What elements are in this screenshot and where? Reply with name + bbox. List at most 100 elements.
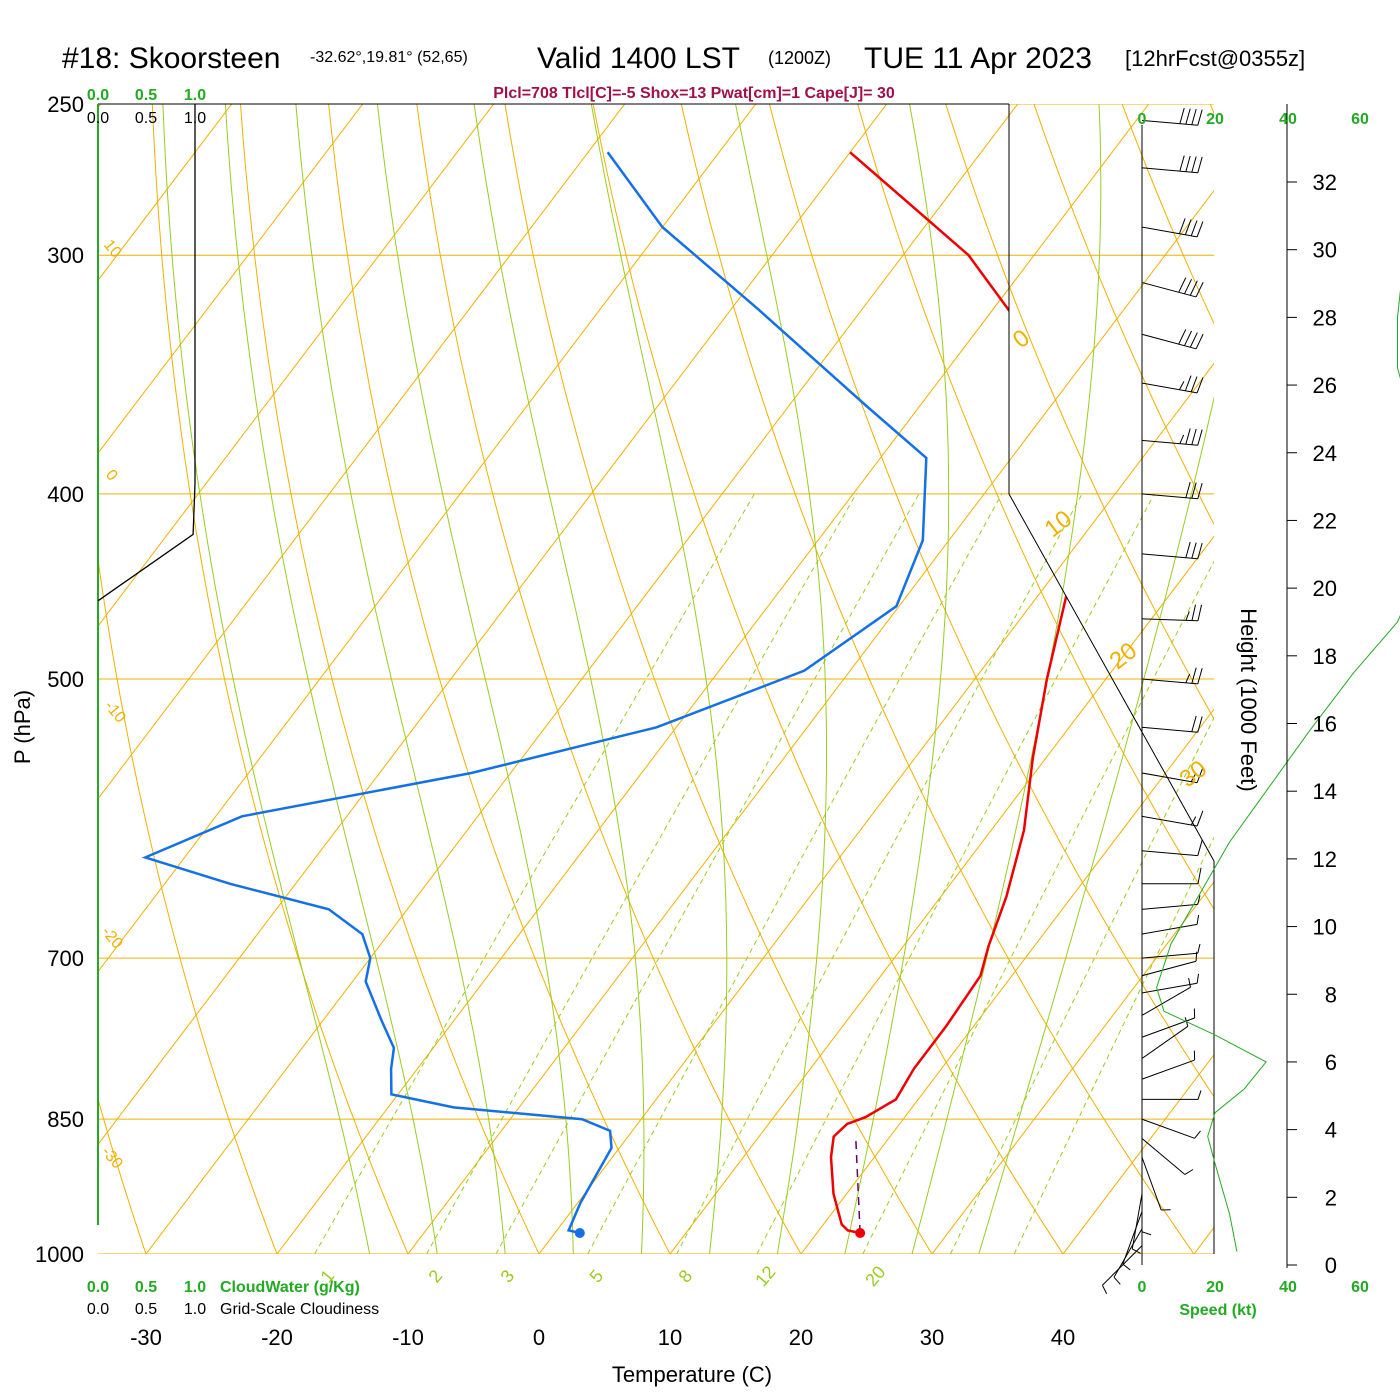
dry-adiabat-label: -20 — [98, 924, 126, 953]
wind-barb-flag — [1185, 611, 1190, 621]
temperature-tick-label: 10 — [658, 1325, 682, 1350]
wind-barb-flag — [1197, 604, 1203, 621]
wind-barb-flag — [1132, 1248, 1141, 1254]
cloudwater-tick-top: 0.5 — [135, 87, 157, 104]
cloudiness-tick-bottom: 0.0 — [87, 1301, 109, 1318]
moist-adiabat-line — [295, 104, 506, 1254]
cloudwater-tick-bottom: 0.5 — [135, 1279, 157, 1296]
moist-adiabat-line — [224, 104, 438, 1254]
cloudiness-tick-bottom: 1.0 — [184, 1301, 206, 1318]
isotherm-line — [538, 362, 1214, 1254]
temperature-tick-label: -20 — [261, 1325, 293, 1350]
temperature-tick-label: 40 — [1051, 1325, 1075, 1350]
mixing-ratio-line — [426, 493, 857, 1254]
moist-adiabat-line — [376, 104, 574, 1254]
wind-barb-staff — [1141, 1025, 1189, 1059]
wind-barb-flag — [1185, 428, 1191, 445]
isotherm-line — [98, 104, 888, 1146]
speed-tick-label-top: 20 — [1206, 111, 1224, 128]
wind-barb-staff — [1141, 952, 1198, 959]
wind-barb-flag — [1178, 381, 1185, 390]
wind-barb-flag — [1179, 107, 1185, 124]
x-axis-title: Temperature (C) — [612, 1362, 772, 1387]
isotherm-line — [98, 104, 626, 800]
valid-date: TUE 11 Apr 2023 — [864, 42, 1092, 75]
mixing-ratio-line — [1013, 836, 1214, 1254]
speed-tick-label-top: 0 — [1138, 111, 1147, 128]
wind-barb-flag — [1179, 155, 1185, 172]
wind-barb-flag — [1185, 541, 1191, 558]
wind-barb-flag — [1184, 330, 1192, 346]
isotherm-line — [98, 104, 495, 627]
wind-barb-staff — [1141, 167, 1198, 174]
wind-barb-flag — [1185, 673, 1191, 684]
dry-adiabat-label: -30 — [98, 1144, 126, 1173]
wind-barb-flag — [1191, 604, 1197, 621]
surface-temperature-dot — [855, 1227, 866, 1238]
valid-zulu: (1200Z) — [768, 48, 831, 68]
isotherm-line — [98, 104, 102, 109]
cloudiness-tick-top: 1.0 — [184, 110, 206, 127]
cloudwater-tick-top: 0.0 — [87, 87, 109, 104]
wind-barb-flag — [1184, 219, 1192, 235]
wind-barb-flag — [1190, 773, 1197, 782]
cloudiness-tick-bottom: 0.5 — [135, 1301, 157, 1318]
wind-barb-flag — [1197, 716, 1203, 733]
wind-barb-flag — [1178, 218, 1186, 234]
isotherm-line — [800, 708, 1214, 1254]
wind-barb-staff — [1141, 678, 1198, 685]
moist-adiabat-line — [162, 104, 371, 1254]
wind-barb-flag — [1195, 333, 1204, 350]
cloudiness-tick-top: 0.5 — [135, 110, 157, 127]
isotherm-line — [145, 104, 1019, 1254]
mixing-ratio-label: 12 — [751, 1262, 779, 1290]
wind-barb-staff — [1141, 281, 1197, 298]
height-tick-label: 32 — [1313, 170, 1337, 195]
wind-barb-flag — [1197, 429, 1203, 446]
isotherm-label: 20 — [1105, 637, 1143, 675]
wind-barb-flag — [1191, 715, 1197, 732]
station-coords: -32.62°,19.81° (52,65) — [310, 49, 468, 66]
wind-barb-flag — [1178, 277, 1187, 293]
wind-barb-flag — [1185, 481, 1191, 498]
cloudwater-label: CloudWater (g/Kg) — [220, 1279, 360, 1296]
wind-barb-staff — [1113, 1228, 1143, 1278]
mixing-ratio-line — [676, 493, 1083, 1254]
speed-tick-label-bottom: 20 — [1206, 1279, 1224, 1296]
isotherm-line — [98, 104, 757, 973]
wind-speed-line — [1156, 289, 1400, 1252]
wind-barb-flag — [1113, 1276, 1121, 1285]
mixing-ratio-label: 2 — [425, 1266, 447, 1287]
pressure-tick-label: 300 — [47, 243, 84, 268]
pressure-tick-label: 1000 — [35, 1242, 84, 1267]
wind-barb-staff — [1141, 960, 1197, 977]
wind-barb-flag — [1191, 667, 1197, 684]
cloudiness-tick-top: 0.0 — [87, 110, 109, 127]
wind-barb-flag — [1179, 434, 1185, 444]
pressure-tick-label: 500 — [47, 667, 84, 692]
wind-barb-flag — [1191, 156, 1197, 173]
wind-barb-flag — [1185, 108, 1191, 125]
wind-barb-staff — [1141, 726, 1198, 733]
wind-barb-flag — [1185, 155, 1191, 172]
temperature-tick-label: 0 — [533, 1325, 545, 1350]
temperature-tick-label: -30 — [130, 1325, 162, 1350]
cloudwater-tick-bottom: 1.0 — [184, 1279, 206, 1296]
isotherm-line — [669, 535, 1214, 1254]
dry-adiabat-line — [945, 104, 1214, 720]
mixing-ratio-line — [587, 493, 1003, 1254]
speed-tick-label-bottom: 40 — [1279, 1279, 1297, 1296]
parcel-profile — [855, 1138, 861, 1234]
moist-adiabat-line — [590, 104, 728, 1254]
wind-barb-flag — [1196, 377, 1204, 394]
cloudiness-label: Grid-Scale Cloudiness — [220, 1301, 379, 1318]
height-tick-label: 12 — [1313, 847, 1337, 872]
moist-adiabat-line — [978, 396, 1214, 1254]
wind-barb-flag — [1191, 428, 1197, 445]
wind-barb-flag — [1197, 109, 1203, 126]
wind-speed-profile — [1141, 104, 1400, 1268]
height-tick-label: 8 — [1325, 982, 1337, 1007]
temperature-tick-label: -10 — [392, 1325, 424, 1350]
dry-adiabat-line — [0, 0, 27, 1294]
pressure-tick-label: 850 — [47, 1107, 84, 1132]
